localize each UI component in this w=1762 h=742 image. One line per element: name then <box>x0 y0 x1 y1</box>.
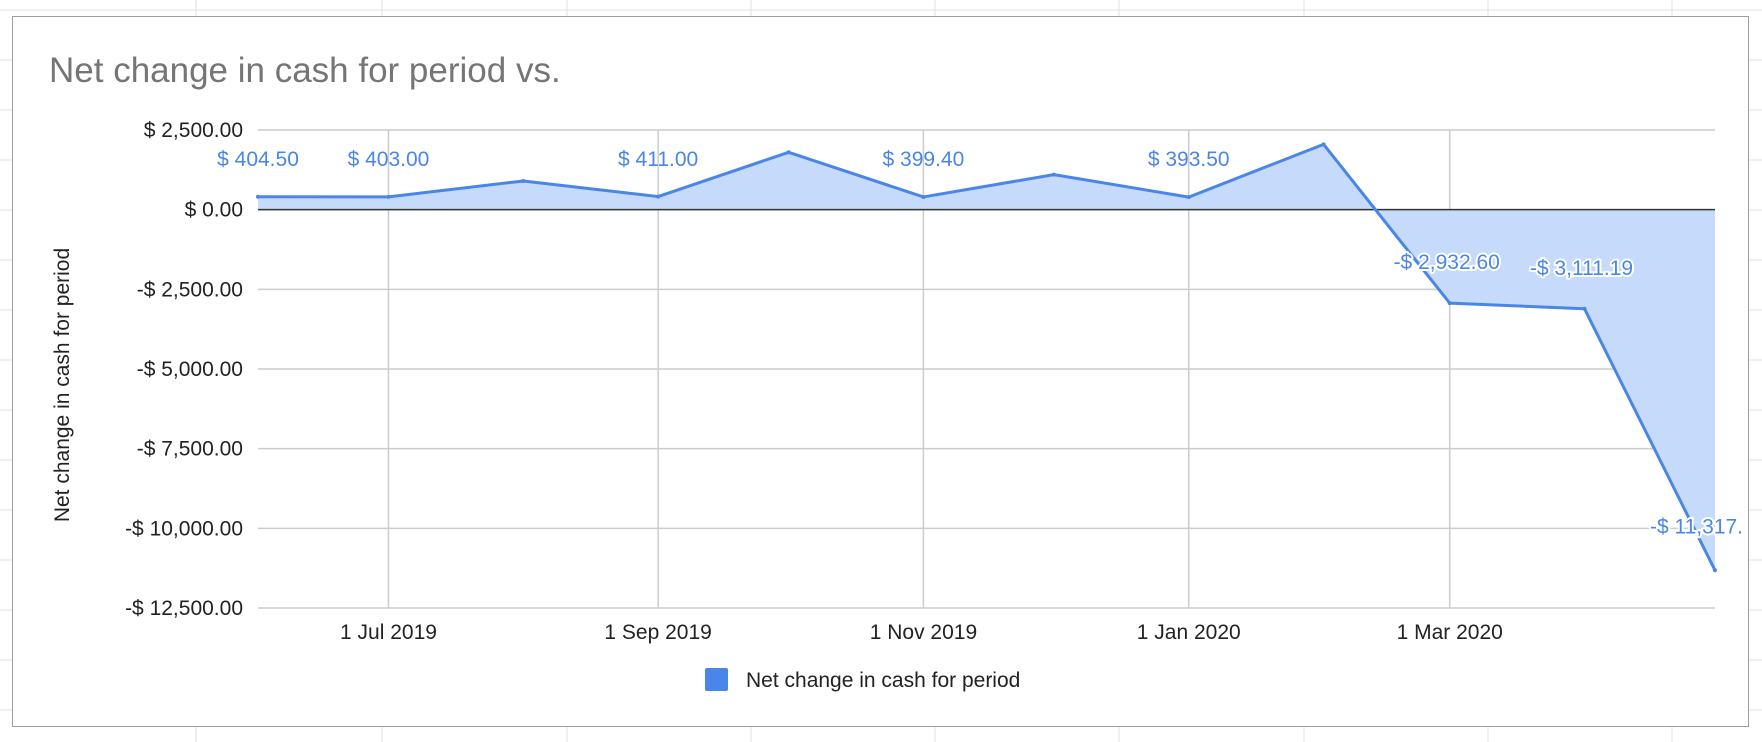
x-tick-label: 1 Nov 2019 <box>870 621 977 644</box>
data-point[interactable] <box>1582 306 1587 311</box>
legend-label: Net change in cash for period <box>746 669 1020 692</box>
data-label: $ 403.00 <box>348 148 430 171</box>
data-label: -$ 3,111.19 <box>1530 257 1633 280</box>
data-point[interactable] <box>386 194 391 199</box>
y-axis-title: Net change in cash for period <box>51 248 74 522</box>
data-point[interactable] <box>1051 172 1056 177</box>
y-tick-label: $ 0.00 <box>185 199 243 222</box>
chart-title: Net change in cash for period vs. <box>49 51 561 90</box>
data-point[interactable] <box>786 150 791 155</box>
data-point[interactable] <box>1713 568 1717 573</box>
data-point[interactable] <box>921 194 926 199</box>
y-tick-label: -$ 5,000.00 <box>137 358 243 381</box>
series-line <box>257 142 1717 571</box>
data-point[interactable] <box>256 194 260 199</box>
data-label: -$ 2,932.60 <box>1394 251 1500 274</box>
data-point[interactable] <box>1186 195 1191 200</box>
x-tick-label: 1 Jan 2020 <box>1137 621 1241 644</box>
x-tick-label: 1 Mar 2020 <box>1397 621 1503 644</box>
y-tick-label: $ 2,500.00 <box>144 119 243 142</box>
legend-swatch <box>705 668 728 691</box>
data-label: $ 404.50 <box>217 148 299 171</box>
data-label: $ 393.50 <box>1148 148 1230 171</box>
y-tick-label: -$ 7,500.00 <box>137 438 243 461</box>
data-label: $ 399.40 <box>883 148 965 171</box>
y-tick-label: -$ 10,000.00 <box>125 517 243 540</box>
chart-container[interactable]: Net change in cash for period vs. $ 2,50… <box>12 16 1749 727</box>
x-tick-label: 1 Sep 2019 <box>604 621 711 644</box>
legend[interactable]: Net change in cash for period <box>705 668 1020 692</box>
data-label: $ 411.00 <box>618 148 698 171</box>
y-tick-label: -$ 12,500.00 <box>125 597 243 620</box>
data-label: -$ 11,317. <box>1650 515 1743 538</box>
x-tick-label: 1 Jul 2019 <box>340 621 437 644</box>
chart-plot: $ 2,500.00 $ 0.00 -$ 2,500.00 -$ 5,000.00 -$… <box>51 119 1745 692</box>
y-tick-label: -$ 2,500.00 <box>137 278 243 301</box>
data-point[interactable] <box>656 194 661 199</box>
data-point[interactable] <box>521 178 526 183</box>
data-point[interactable] <box>1321 142 1326 147</box>
series-area-fill <box>258 144 1715 571</box>
data-point[interactable] <box>1447 301 1452 306</box>
